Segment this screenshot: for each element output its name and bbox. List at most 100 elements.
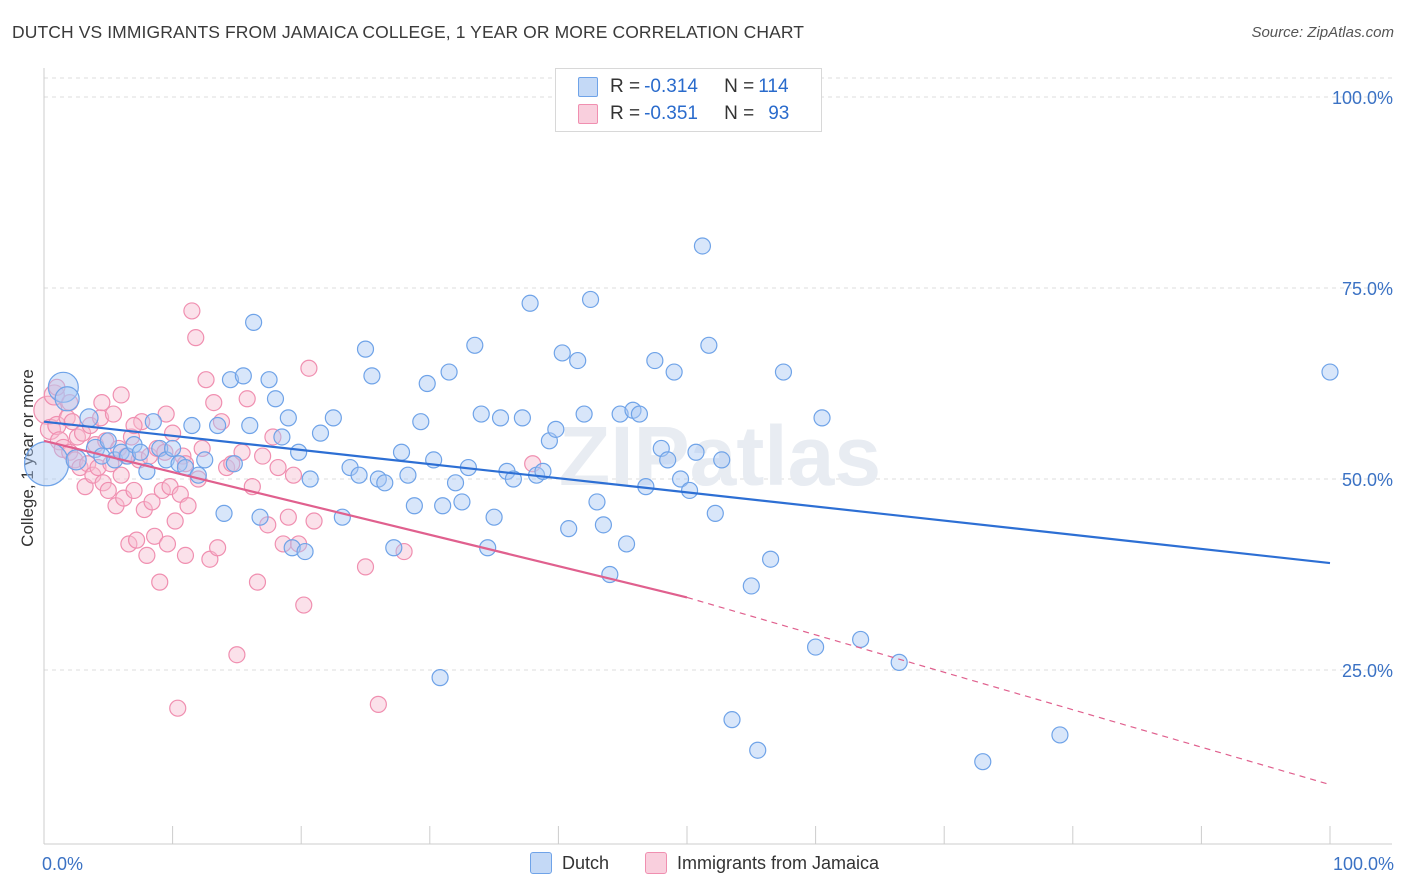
data-point (127, 531, 146, 549)
data-point (221, 371, 240, 389)
data-point (279, 508, 297, 526)
data-point (179, 497, 197, 515)
data-point (157, 405, 175, 423)
data-point (646, 351, 664, 370)
data-point (553, 344, 571, 362)
data-point (581, 290, 600, 309)
data-point (241, 416, 259, 435)
data-point (700, 336, 718, 354)
bottom-legend: Dutch Immigrants from Jamaica (0, 852, 1406, 878)
data-point (151, 573, 169, 591)
legend-swatch-dutch (578, 77, 598, 97)
data-point (120, 535, 138, 553)
data-point (125, 416, 143, 435)
data-point (301, 470, 319, 488)
data-point (205, 394, 223, 412)
data-point (774, 363, 793, 381)
bottom-legend-swatch-dutch (530, 852, 552, 874)
data-point (376, 474, 394, 492)
data-point (671, 470, 690, 488)
data-point (350, 466, 368, 484)
y-tick-label: 25.0% (1342, 661, 1393, 681)
data-point (305, 512, 323, 530)
source-credit: Source: ZipAtlas.com (1251, 24, 1394, 41)
data-point (324, 409, 342, 427)
data-point (594, 516, 613, 534)
data-point (1051, 726, 1069, 744)
data-point (145, 527, 164, 545)
bottom-legend-jamaica: Immigrants from Jamaica (645, 852, 879, 874)
data-point (209, 539, 227, 557)
data-point (54, 386, 80, 412)
y-tick-label: 75.0% (1342, 279, 1393, 299)
data-point (363, 367, 381, 385)
data-point (611, 405, 629, 423)
data-point (575, 405, 593, 423)
data-point (431, 669, 449, 687)
data-point (169, 699, 187, 717)
data-point (466, 336, 484, 354)
data-point (197, 371, 215, 389)
data-point (245, 313, 263, 331)
data-point (659, 451, 677, 469)
data-point (183, 416, 201, 435)
data-point (104, 405, 123, 423)
data-point (569, 351, 587, 370)
legend: R = -0.314 N = 114 R = -0.351 N = 93 (555, 68, 822, 132)
data-point (164, 439, 182, 458)
data-point (521, 294, 539, 312)
data-point (166, 512, 184, 530)
data-point (125, 481, 143, 500)
data-point (630, 405, 649, 423)
data-point (183, 302, 201, 320)
data-point (284, 466, 303, 484)
data-point (131, 443, 150, 461)
data-point (392, 443, 411, 461)
data-point (99, 432, 117, 450)
data-point (405, 497, 423, 515)
data-point (273, 428, 291, 446)
data-point (399, 466, 417, 484)
data-point (412, 413, 430, 431)
data-point (440, 363, 458, 381)
data-point (176, 455, 195, 473)
data-point (71, 458, 89, 477)
data-point (112, 386, 130, 404)
data-point (453, 493, 471, 511)
bottom-legend-swatch-jamaica (645, 852, 667, 874)
data-point (290, 443, 308, 461)
bottom-legend-label-dutch: Dutch (562, 852, 610, 873)
legend-r-label: R = (610, 103, 641, 124)
data-point (300, 359, 318, 377)
data-point (749, 741, 767, 759)
data-point (472, 405, 490, 423)
data-point (296, 542, 314, 561)
data-point (588, 493, 606, 511)
data-point (251, 508, 269, 526)
jamaica-trend-line (43, 439, 688, 599)
data-point (65, 449, 87, 471)
data-point (491, 409, 510, 427)
data-point (813, 409, 831, 427)
data-point (974, 753, 992, 771)
data-point (164, 424, 182, 442)
data-point (617, 535, 636, 553)
legend-n-label: N = (724, 103, 755, 124)
jamaica-trend-extrapolation (686, 596, 1331, 786)
data-point (176, 546, 195, 565)
data-point (238, 390, 256, 408)
data-point (446, 474, 465, 492)
legend-row-dutch: R = -0.314 N = 114 (578, 75, 789, 99)
legend-r-value: -0.351 (644, 103, 698, 124)
bottom-legend-label-jamaica: Immigrants from Jamaica (677, 852, 880, 873)
data-point (504, 470, 522, 488)
data-point (158, 535, 177, 553)
bottom-legend-dutch: Dutch (530, 852, 609, 874)
data-point (418, 374, 436, 393)
data-point (547, 420, 565, 438)
legend-n-value: 114 (758, 76, 789, 97)
data-point (225, 455, 243, 473)
data-point (356, 340, 375, 358)
data-point (187, 329, 205, 347)
